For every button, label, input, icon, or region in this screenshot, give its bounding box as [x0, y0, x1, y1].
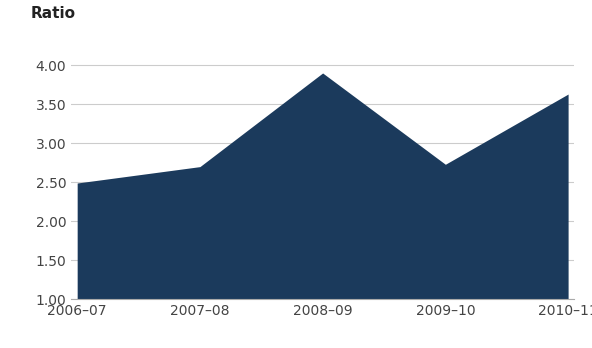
- Text: Ratio: Ratio: [31, 6, 76, 21]
